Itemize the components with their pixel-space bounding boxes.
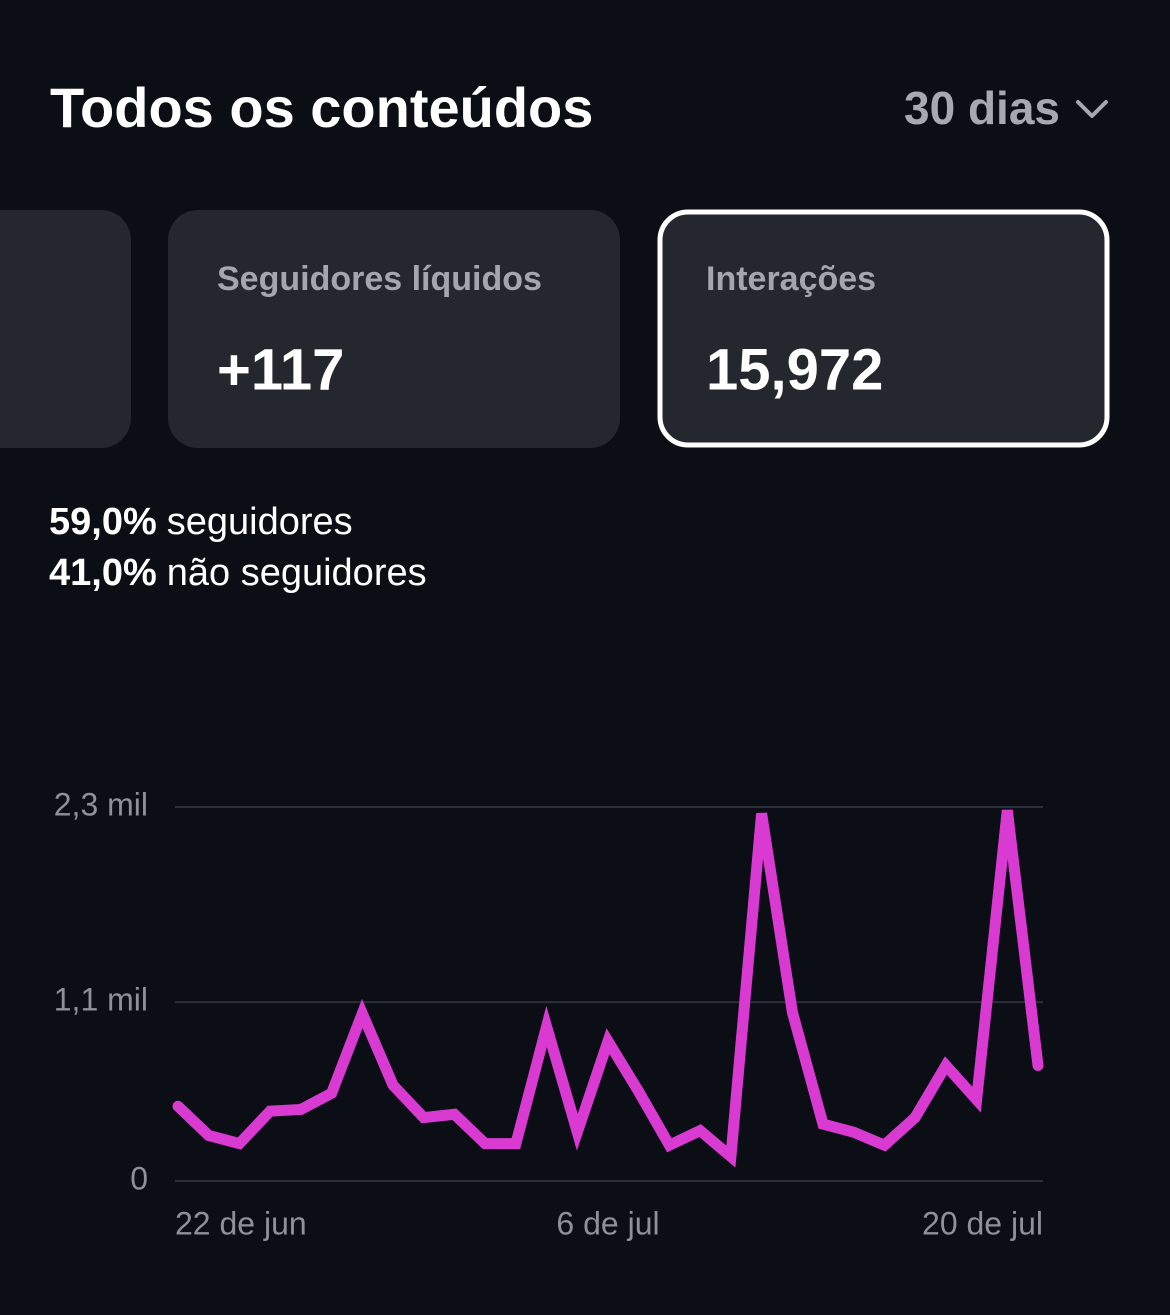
x-tick-label: 20 de jul bbox=[922, 1205, 1043, 1241]
page-title: Todos os conteúdos bbox=[50, 76, 593, 139]
x-tick-label: 22 de jun bbox=[175, 1205, 307, 1241]
y-tick-label: 1,1 mil bbox=[54, 982, 148, 1018]
y-tick-label: 2,3 mil bbox=[54, 786, 148, 822]
y-tick-label: 0 bbox=[130, 1160, 148, 1196]
card-background bbox=[657, 209, 1110, 448]
card-label: Interações bbox=[706, 260, 876, 298]
stat-label: seguidores bbox=[167, 501, 353, 543]
metric-card[interactable]: Seguidores líquidos +117 bbox=[168, 210, 620, 448]
chart: 0 1,1 mil 2,3 mil 22 de jun 6 de jul 20 de ju… bbox=[54, 786, 1044, 1241]
stat-line: 41,0% não seguidores bbox=[49, 552, 427, 594]
stat-value: 59,0% bbox=[49, 501, 157, 543]
stat-line: 59,0% seguidores bbox=[49, 501, 353, 543]
card-value: +117 bbox=[217, 337, 344, 402]
card-value: 15,972 bbox=[706, 337, 883, 402]
period-label[interactable]: 30 dias bbox=[904, 82, 1060, 134]
stat-label: não seguidores bbox=[167, 552, 427, 594]
period-selector[interactable]: 30 dias bbox=[904, 82, 1108, 134]
data-line bbox=[172, 809, 1044, 1168]
chevron bbox=[1076, 100, 1108, 118]
x-tick-label: 6 de jul bbox=[556, 1205, 659, 1241]
stat-value: 41,0% bbox=[49, 552, 157, 594]
card-label: Seguidores líquidos bbox=[217, 260, 542, 298]
metric-card-selected[interactable]: Interações 15,972 bbox=[657, 209, 1110, 448]
metric-card[interactable] bbox=[0, 210, 131, 448]
card-background bbox=[168, 210, 620, 448]
